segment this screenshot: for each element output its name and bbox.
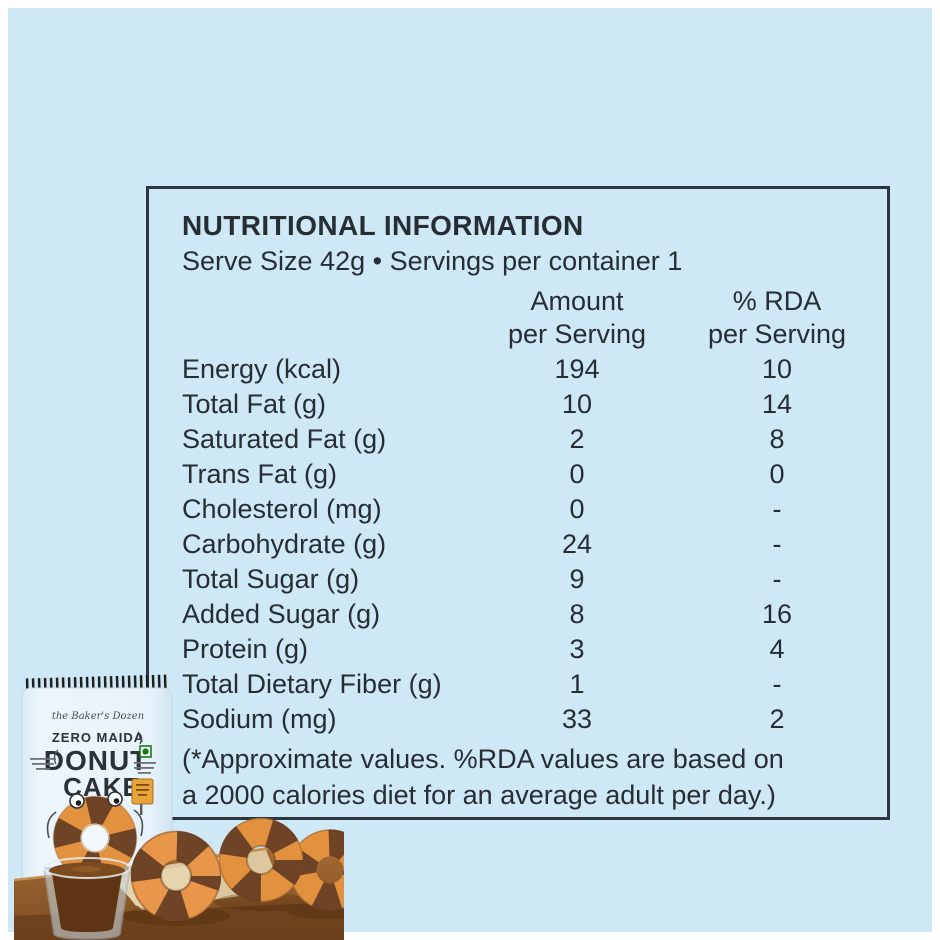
amount-value: 33 (561, 704, 593, 734)
column-header-amount: Amount per Serving (477, 285, 677, 351)
rda-value: 0 (769, 459, 785, 489)
rda-value: - (772, 564, 782, 594)
doodle-arm-right (133, 809, 144, 837)
packet-claims-left (30, 758, 56, 770)
amount-value: 0 (569, 494, 585, 524)
amount-value: 194 (554, 354, 600, 384)
amount-value: 8 (569, 599, 585, 629)
nutrient-label: Sodium (mg) (182, 704, 337, 734)
rda-value: 2 (769, 704, 785, 734)
panel-title: NUTRITIONAL INFORMATION (182, 210, 584, 241)
column-header-rda-line2: per Serving (707, 319, 847, 349)
sauce-cup (43, 857, 131, 940)
serving-info: Serve Size 42g • Servings per container … (182, 246, 683, 276)
veg-mark-icon (139, 745, 152, 758)
nutrient-label: Protein (g) (182, 634, 309, 664)
nutrient-label: Carbohydrate (g) (182, 529, 387, 559)
nutrient-rows: Energy (kcal) 194 10 Total Fat (g) 10 14… (182, 352, 877, 737)
table-row: Sodium (mg) 33 2 (182, 702, 877, 737)
donut-photo-middle (218, 817, 304, 903)
badge-sign (131, 778, 154, 815)
googly-eyes (69, 791, 123, 809)
product-tagline: ZERO MAIDA (52, 730, 144, 745)
column-headers: Amount per Serving % RDA per Serving (182, 285, 877, 351)
rda-value: - (772, 529, 782, 559)
rda-value: - (772, 494, 782, 524)
product-name-line1: DONUT (44, 745, 149, 776)
rda-value: 4 (769, 634, 785, 664)
nutrient-label: Total Fat (g) (182, 389, 327, 419)
table-row: Total Dietary Fiber (g) 1 - (182, 667, 877, 702)
rda-value: 16 (761, 599, 793, 629)
table-row: Trans Fat (g) 0 0 (182, 457, 877, 492)
column-header-amount-line1: Amount (530, 286, 624, 316)
table-row: Carbohydrate (g) 24 - (182, 527, 877, 562)
rda-value: - (772, 669, 782, 699)
column-header-spacer (182, 285, 477, 351)
table-row: Cholesterol (mg) 0 - (182, 492, 877, 527)
amount-value: 9 (569, 564, 585, 594)
nutrient-label: Added Sugar (g) (182, 599, 381, 629)
amount-value: 3 (569, 634, 585, 664)
column-header-rda-line1: % RDA (732, 286, 822, 316)
product-photo: the Baker's Dozen ZERO MAIDA DONUT CAKE (14, 662, 344, 940)
table-row: Protein (g) 3 4 (182, 632, 877, 667)
nutrient-label: Total Sugar (g) (182, 564, 360, 594)
footnote: (*Approximate values. %RDA values are ba… (182, 741, 877, 813)
amount-value: 10 (561, 389, 593, 419)
blue-background: NUTRITIONAL INFORMATION Serve Size 42g •… (8, 8, 932, 940)
doodle-arm-left (46, 811, 57, 839)
nutrient-label: Total Dietary Fiber (g) (182, 669, 442, 699)
column-header-amount-line2: per Serving (507, 319, 647, 349)
footnote-line2: a 2000 calories diet for an average adul… (182, 780, 776, 810)
column-header-rda: % RDA per Serving (677, 285, 877, 351)
table-row: Total Fat (g) 10 14 (182, 387, 877, 422)
nutrient-label: Cholesterol (mg) (182, 494, 382, 524)
table-row: Added Sugar (g) 8 16 (182, 597, 877, 632)
rda-value: 8 (769, 424, 785, 454)
amount-value: 0 (569, 459, 585, 489)
rda-value: 14 (761, 389, 793, 419)
rda-value: 10 (761, 354, 793, 384)
nutrient-label: Energy (kcal) (182, 354, 342, 384)
table-row: Total Sugar (g) 9 - (182, 562, 877, 597)
packet-claims-right (134, 762, 156, 774)
amount-value: 1 (569, 669, 585, 699)
nutrient-label: Saturated Fat (g) (182, 424, 387, 454)
nutrition-panel: NUTRITIONAL INFORMATION Serve Size 42g •… (146, 186, 890, 820)
nutrient-label: Trans Fat (g) (182, 459, 338, 489)
amount-value: 24 (561, 529, 593, 559)
table-row: Saturated Fat (g) 2 8 (182, 422, 877, 457)
footnote-line1: (*Approximate values. %RDA values are ba… (182, 744, 784, 774)
doodle-steam-right (137, 731, 143, 745)
brand-logo-script: the Baker's Dozen (52, 711, 144, 722)
table-row: Energy (kcal) 194 10 (182, 352, 877, 387)
doodle-steam-left (53, 749, 59, 765)
product-photo-illustration: the Baker's Dozen ZERO MAIDA DONUT CAKE (14, 674, 344, 940)
donut-photo-front (130, 830, 222, 922)
packet-crimp-top (25, 674, 169, 694)
amount-value: 2 (569, 424, 585, 454)
